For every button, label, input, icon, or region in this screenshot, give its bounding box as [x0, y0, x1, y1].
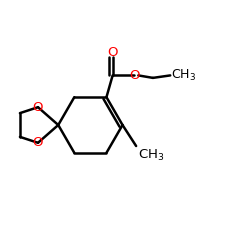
Text: O: O	[129, 69, 140, 82]
Text: CH$_3$: CH$_3$	[138, 148, 164, 163]
Text: O: O	[33, 136, 43, 149]
Text: CH$_3$: CH$_3$	[172, 68, 196, 83]
Text: O: O	[33, 101, 43, 114]
Text: O: O	[108, 46, 118, 60]
